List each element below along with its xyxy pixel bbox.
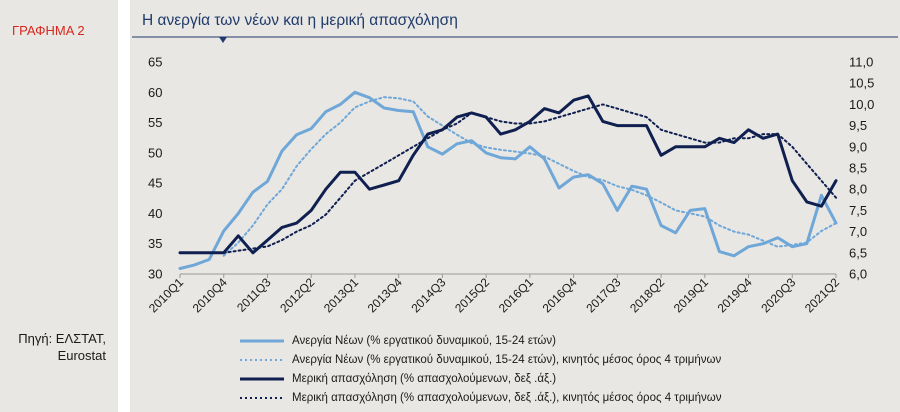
x-tick-label: 2014Q3: [408, 275, 448, 315]
series-line-2: [222, 96, 837, 257]
x-tick-label: 2018Q2: [627, 275, 667, 315]
y-right-tick-label: 10,0: [849, 97, 874, 112]
x-tick-label: 2019Q4: [715, 275, 755, 315]
x-tick-label: 2015Q2: [452, 275, 492, 315]
legend-item: Μερική απασχόληση (% απασχολούμενων, δεξ…: [240, 388, 721, 407]
y-left-tick-label: 40: [148, 206, 162, 221]
x-tick-label: 2021Q2: [802, 275, 842, 315]
y-right-tick-label: 6,5: [849, 245, 867, 260]
y-left-tick-label: 45: [148, 176, 162, 191]
y-left-tick-label: 35: [148, 236, 162, 251]
chart-panel: [130, 0, 900, 412]
legend-item: Μερική απασχόληση (% απασχολούμενων, δεξ…: [240, 369, 721, 388]
source-line-1: Πηγή: ΕΛΣΤΑΤ,: [18, 331, 106, 346]
y-left-tick-label: 65: [148, 55, 162, 70]
source-note: Πηγή: ΕΛΣΤΑΤ, Eurostat: [0, 330, 106, 364]
figure-label: ΓΡΑΦΗΜΑ 2: [12, 23, 85, 38]
y-right-tick-label: 8,0: [849, 182, 867, 197]
x-tick-label: 2011Q3: [234, 275, 274, 315]
y-right-tick-label: 7,5: [849, 203, 867, 218]
series-line-4: [222, 103, 837, 254]
chart-title: Η ανεργία των νέων και η μερική απασχόλη…: [142, 12, 458, 29]
y-left-tick-label: 60: [148, 85, 162, 100]
legend-item: Ανεργία Νέων (% εργατικού δυναμικού, 15-…: [240, 331, 721, 350]
x-tick-label: 2010Q4: [190, 275, 230, 315]
legend-label-3: Μερική απασχόληση (% απασχολούμενων, δεξ…: [292, 372, 557, 385]
legend: Ανεργία Νέων (% εργατικού δυναμικού, 15-…: [240, 331, 721, 407]
x-tick-label: 2013Q4: [365, 275, 405, 315]
y-right-tick-label: 10,5: [849, 76, 874, 91]
legend-item: Ανεργία Νέων (% εργατικού δυναμικού, 15-…: [240, 350, 721, 369]
source-line-2: Eurostat: [57, 348, 106, 363]
x-tick-label: 2016Q1: [496, 275, 536, 315]
x-tick-label: 2019Q1: [671, 275, 711, 315]
left-panel: [0, 0, 118, 412]
series-line-3: [178, 94, 838, 255]
y-left-tick-label: 30: [148, 267, 162, 282]
x-tick-label: 2017Q3: [583, 275, 623, 315]
y-left-tick-label: 55: [148, 115, 162, 130]
title-underline-notch: [219, 37, 227, 43]
legend-label-1: Ανεργία Νέων (% εργατικού δυναμικού, 15-…: [292, 334, 556, 347]
series-line-1: [178, 90, 838, 270]
x-tick-label: 2020Q3: [758, 275, 798, 315]
y-right-tick-label: 11,0: [849, 55, 873, 70]
y-right-tick-label: 9,0: [849, 139, 867, 154]
y-right-tick-label: 7,0: [849, 224, 867, 239]
x-tick-label: 2013Q1: [321, 275, 361, 315]
y-right-tick-label: 8,5: [849, 161, 867, 176]
y-right-tick-label: 6,0: [849, 267, 867, 282]
legend-label-2: Ανεργία Νέων (% εργατικού δυναμικού, 15-…: [292, 353, 722, 366]
x-tick-label: 2012Q2: [277, 275, 317, 315]
x-tick-label: 2016Q4: [540, 275, 580, 315]
y-left-tick-label: 50: [148, 145, 162, 160]
y-right-tick-label: 9,5: [849, 118, 867, 133]
legend-label-4: Μερική απασχόληση (% απασχολούμενων, δεξ…: [292, 391, 722, 404]
